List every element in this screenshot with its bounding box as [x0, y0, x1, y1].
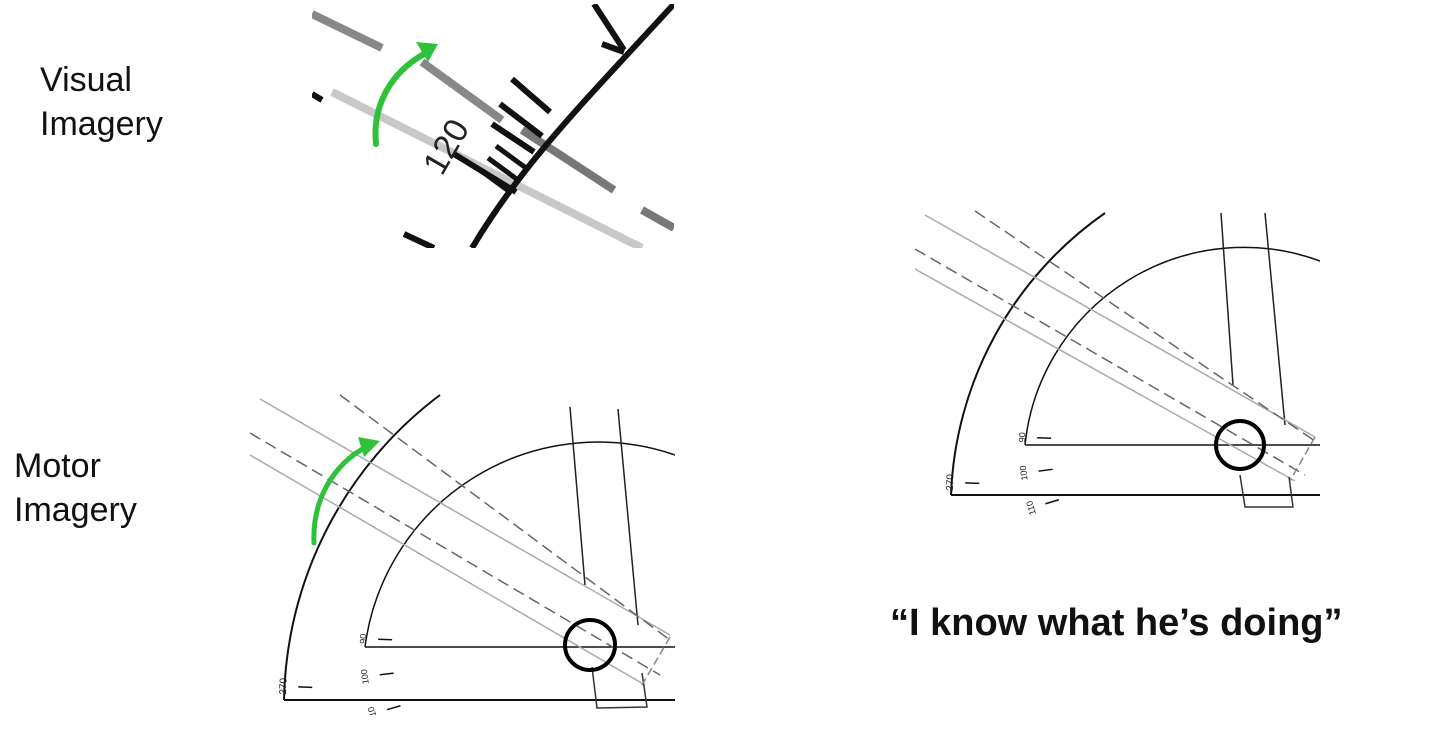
circle-marker-icon	[1214, 419, 1266, 471]
scale-tick-label: 270	[945, 473, 957, 490]
outer-scale-ticks: 270280290300310320330	[278, 677, 313, 695]
inner-scale-ticks: 90100110120130140150160170180190200	[1017, 432, 1060, 515]
result-protractor-diagram: 270280290300310320330 901001101201301401…	[915, 210, 1320, 515]
ruler-lines	[915, 210, 1316, 508]
scale-tick	[379, 672, 394, 676]
quote-text: “I know what he’s doing”	[890, 602, 1343, 644]
scale-tick-label: 90	[358, 634, 368, 644]
visual-imagery-label: Visual Imagery	[40, 61, 163, 143]
zoom-ruler-lines	[312, 10, 674, 248]
curved-arrow-icon	[311, 437, 380, 546]
scale-tick	[386, 705, 401, 711]
curved-arrow-icon	[372, 42, 438, 147]
scale-tick	[1045, 499, 1060, 505]
scale-tick-label: 100	[359, 669, 371, 685]
zoom-tick-label: 120	[416, 113, 477, 181]
protractor-body	[283, 394, 675, 701]
scale-tick-label: 100	[1018, 465, 1030, 481]
scale-tick	[1038, 468, 1053, 472]
scale-tick-label: 270	[278, 677, 290, 694]
zoom-arc	[312, 4, 674, 248]
outer-scale-ticks: 270280290300310320330	[945, 473, 980, 491]
protractor-body	[950, 212, 1320, 496]
scale-tick-label: 110	[1024, 500, 1038, 515]
rotating-ruler	[249, 394, 671, 709]
zoomed-protractor-detail: 120	[312, 4, 674, 248]
scale-tick-label: 90	[1017, 432, 1027, 442]
motor-imagery-label: Motor Imagery	[14, 447, 137, 529]
inner-scale-ticks: 90100110120130140150160170180190200	[358, 634, 401, 715]
motor-protractor-diagram: 270280290300310320330 901001101201301401…	[249, 394, 675, 715]
scale-tick-label: 110	[366, 706, 380, 715]
circle-marker-icon	[563, 618, 617, 672]
